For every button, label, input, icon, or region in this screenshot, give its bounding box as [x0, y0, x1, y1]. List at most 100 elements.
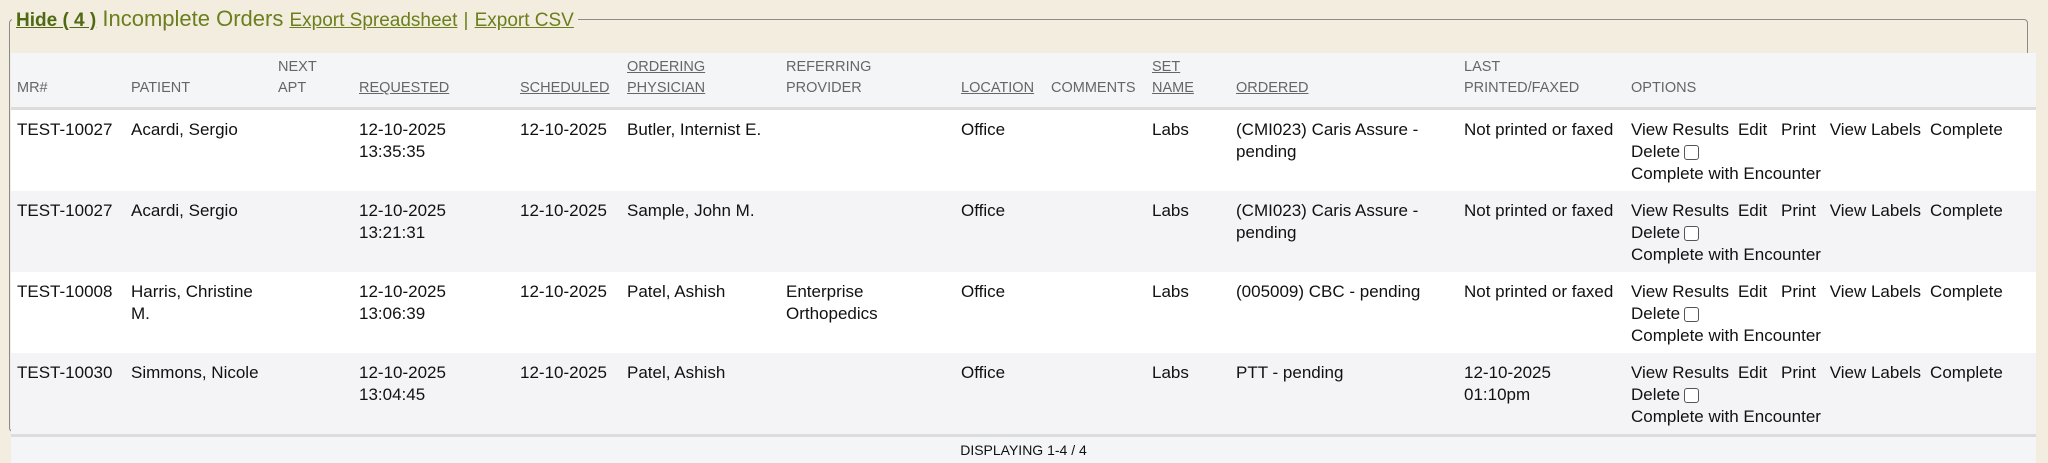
complete-with-encounter-link[interactable]: Complete with Encounter	[1631, 245, 1821, 264]
location-cell: Office	[955, 272, 1045, 353]
column-header-options: OPTIONS	[1625, 53, 2036, 109]
ordered-cell: (005009) CBC - pending	[1230, 272, 1458, 353]
hide-link[interactable]: Hide ( 4 )	[16, 10, 96, 31]
select-checkbox[interactable]	[1684, 145, 1699, 160]
next-apt-cell	[272, 191, 353, 272]
edit-link[interactable]: Edit	[1738, 363, 1767, 382]
location-cell: Office	[955, 191, 1045, 272]
header-line2: OPTIONS	[1631, 80, 1696, 96]
header-line2: LOCATION	[961, 80, 1034, 96]
edit-link[interactable]: Edit	[1738, 120, 1767, 139]
column-header-label[interactable]: ORDERED	[1236, 80, 1309, 96]
view-results-link[interactable]: View Results	[1631, 120, 1729, 139]
column-header-location[interactable]: LOCATION	[955, 53, 1045, 109]
export-spreadsheet-link[interactable]: Export Spreadsheet	[289, 10, 457, 31]
edit-link[interactable]: Edit	[1738, 201, 1767, 220]
ordered-cell: (CMI023) Caris Assure - pending	[1230, 109, 1458, 192]
column-header-label: PATIENT	[131, 80, 190, 96]
edit-link[interactable]: Edit	[1738, 282, 1767, 301]
patient-cell: Harris, Christine M.	[125, 272, 272, 353]
print-link[interactable]: Print	[1781, 363, 1816, 382]
column-header-scheduled[interactable]: SCHEDULED	[514, 53, 621, 109]
referring-cell: Enterprise Orthopedics	[780, 272, 955, 353]
header-line2: NAME	[1152, 80, 1194, 96]
complete-link[interactable]: Complete	[1930, 363, 2003, 382]
location-cell: Office	[955, 353, 1045, 436]
column-header-label[interactable]: SCHEDULED	[520, 80, 609, 96]
delete-link[interactable]: Delete	[1631, 304, 1680, 323]
delete-link[interactable]: Delete	[1631, 385, 1680, 404]
physician-cell: Sample, John M.	[621, 191, 780, 272]
column-header-physician[interactable]: ORDERING PHYSICIAN	[621, 53, 780, 109]
physician-cell: Butler, Internist E.	[621, 109, 780, 192]
print-link[interactable]: Print	[1781, 201, 1816, 220]
set-name-cell: Labs	[1146, 109, 1230, 192]
referring-cell	[780, 353, 955, 436]
referring-cell	[780, 109, 955, 192]
column-header-comments: COMMENTS	[1045, 53, 1146, 109]
view-labels-link[interactable]: View Labels	[1830, 120, 1921, 139]
print-link[interactable]: Print	[1781, 120, 1816, 139]
incomplete-orders-panel: Hide ( 4 ) Incomplete Orders Export Spre…	[9, 6, 2028, 432]
mr-cell: TEST-10027	[11, 191, 125, 272]
view-results-link[interactable]: View Results	[1631, 282, 1729, 301]
requested-date: 12-10-2025	[359, 201, 446, 220]
header-line1: ORDERING	[627, 59, 705, 75]
header-line2: PHYSICIAN	[627, 80, 705, 96]
referring-cell	[780, 191, 955, 272]
view-results-link[interactable]: View Results	[1631, 363, 1729, 382]
complete-link[interactable]: Complete	[1930, 282, 2003, 301]
view-labels-link[interactable]: View Labels	[1830, 201, 1921, 220]
panel-legend: Hide ( 4 ) Incomplete Orders Export Spre…	[12, 6, 578, 32]
select-checkbox[interactable]	[1684, 226, 1699, 241]
location-cell: Office	[955, 109, 1045, 192]
complete-with-encounter-link[interactable]: Complete with Encounter	[1631, 326, 1821, 345]
column-header-label[interactable]: LOCATION	[961, 80, 1034, 96]
options-cell: View Results Edit Print View Labels Comple…	[1625, 109, 2036, 192]
complete-with-encounter-link[interactable]: Complete with Encounter	[1631, 164, 1821, 183]
column-header-ordered[interactable]: ORDERED	[1230, 53, 1458, 109]
scheduled-cell: 12-10-2025	[514, 353, 621, 436]
header-line2: APT	[278, 80, 306, 96]
scheduled-cell: 12-10-2025	[514, 272, 621, 353]
column-header-label[interactable]: ORDERING PHYSICIAN	[627, 59, 705, 96]
export-csv-link[interactable]: Export CSV	[475, 10, 574, 31]
complete-link[interactable]: Complete	[1930, 120, 2003, 139]
requested-time: 13:21:31	[359, 223, 425, 242]
select-checkbox[interactable]	[1684, 388, 1699, 403]
column-header-patient: PATIENT	[125, 53, 272, 109]
last-printed-cell: Not printed or faxed	[1458, 109, 1625, 192]
panel-title: Incomplete Orders	[102, 6, 283, 31]
header-line1: LAST	[1464, 59, 1500, 75]
scheduled-cell: 12-10-2025	[514, 109, 621, 192]
header-line2: ORDERED	[1236, 80, 1309, 96]
next-apt-cell	[272, 272, 353, 353]
header-line2: SCHEDULED	[520, 80, 609, 96]
complete-with-encounter-link[interactable]: Complete with Encounter	[1631, 407, 1821, 426]
mr-cell: TEST-10008	[11, 272, 125, 353]
delete-link[interactable]: Delete	[1631, 142, 1680, 161]
column-header-requested[interactable]: REQUESTED	[353, 53, 514, 109]
view-labels-link[interactable]: View Labels	[1830, 363, 1921, 382]
complete-link[interactable]: Complete	[1930, 201, 2003, 220]
print-link[interactable]: Print	[1781, 282, 1816, 301]
delete-link[interactable]: Delete	[1631, 223, 1680, 242]
view-labels-link[interactable]: View Labels	[1830, 282, 1921, 301]
column-header-label: MR#	[17, 80, 48, 96]
header-line1: REFERRING	[786, 59, 871, 75]
header-line2: PATIENT	[131, 80, 190, 96]
select-checkbox[interactable]	[1684, 307, 1699, 322]
column-header-label[interactable]: REQUESTED	[359, 80, 449, 96]
view-results-link[interactable]: View Results	[1631, 201, 1729, 220]
